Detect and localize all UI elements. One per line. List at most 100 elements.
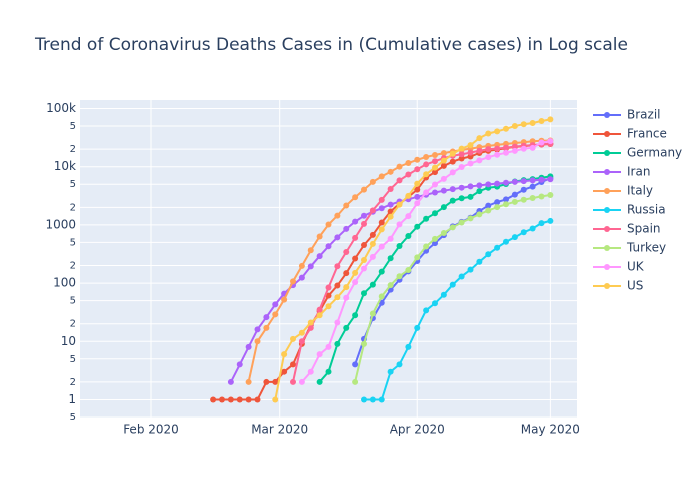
data-point bbox=[520, 186, 527, 193]
data-point bbox=[325, 243, 332, 250]
x-tick-label: Mar 2020 bbox=[251, 423, 308, 437]
plot-layer bbox=[210, 116, 554, 403]
data-point bbox=[511, 191, 518, 198]
data-point bbox=[387, 185, 394, 192]
data-point bbox=[325, 221, 332, 228]
data-point bbox=[511, 198, 518, 205]
y-tick-label: 2 bbox=[70, 202, 76, 213]
data-point bbox=[414, 186, 421, 193]
data-point bbox=[343, 324, 350, 331]
data-point bbox=[440, 175, 447, 182]
data-point bbox=[503, 144, 509, 151]
data-point bbox=[378, 243, 385, 250]
legend-marker bbox=[604, 283, 610, 289]
data-point bbox=[325, 303, 332, 310]
legend-label: France bbox=[627, 127, 667, 141]
data-point bbox=[396, 201, 403, 208]
legend-marker bbox=[604, 264, 610, 270]
data-point bbox=[387, 168, 394, 175]
data-point bbox=[210, 396, 217, 403]
data-point bbox=[396, 273, 403, 280]
data-point bbox=[316, 312, 323, 319]
data-point bbox=[369, 253, 376, 260]
data-point bbox=[254, 326, 261, 333]
data-point bbox=[378, 396, 385, 403]
data-point bbox=[529, 177, 536, 184]
data-point bbox=[281, 351, 288, 358]
data-point bbox=[494, 180, 501, 187]
y-tick-label: 1000 bbox=[45, 217, 76, 231]
data-point bbox=[547, 192, 554, 199]
data-point bbox=[440, 157, 447, 164]
data-point bbox=[476, 157, 483, 164]
data-point bbox=[511, 178, 518, 185]
data-point bbox=[432, 151, 438, 158]
data-point bbox=[369, 231, 376, 238]
data-point bbox=[529, 144, 536, 151]
data-point bbox=[334, 340, 341, 347]
data-point bbox=[405, 213, 412, 220]
data-point bbox=[485, 251, 492, 258]
data-point bbox=[361, 220, 367, 227]
data-point bbox=[307, 263, 314, 270]
series-line bbox=[364, 219, 551, 401]
data-point bbox=[369, 310, 376, 317]
legend-marker bbox=[604, 245, 610, 251]
y-tick-label: 5 bbox=[70, 179, 76, 190]
data-point bbox=[476, 135, 483, 142]
data-point bbox=[511, 123, 518, 130]
data-point bbox=[219, 396, 225, 403]
data-point bbox=[432, 169, 438, 176]
data-point bbox=[440, 187, 447, 194]
data-point bbox=[432, 181, 438, 188]
data-point bbox=[352, 194, 359, 201]
y-tick-label: 10k bbox=[54, 159, 76, 173]
data-point bbox=[281, 368, 288, 375]
data-point bbox=[378, 226, 385, 233]
data-point bbox=[352, 361, 359, 368]
data-point bbox=[423, 215, 430, 222]
x-tick-label: May 2020 bbox=[521, 423, 580, 437]
data-point bbox=[334, 263, 341, 270]
data-point bbox=[316, 233, 323, 240]
data-point bbox=[352, 269, 359, 276]
data-point bbox=[440, 204, 447, 211]
legend-marker bbox=[604, 188, 610, 194]
data-point bbox=[272, 378, 279, 385]
data-point bbox=[254, 396, 261, 403]
data-point bbox=[343, 202, 350, 209]
data-point bbox=[352, 279, 359, 286]
data-point bbox=[352, 312, 359, 319]
data-point bbox=[263, 378, 270, 385]
data-point bbox=[307, 368, 314, 375]
data-point bbox=[396, 221, 403, 228]
data-point bbox=[378, 219, 385, 226]
data-point bbox=[290, 378, 296, 385]
data-point bbox=[538, 118, 545, 125]
y-tick-label: 1 bbox=[68, 392, 76, 406]
data-point bbox=[494, 128, 501, 135]
data-point bbox=[414, 200, 421, 207]
data-point bbox=[476, 147, 483, 154]
y-tick-label: 5 bbox=[70, 121, 76, 132]
data-point bbox=[361, 340, 367, 347]
data-point bbox=[494, 151, 501, 158]
data-point bbox=[245, 378, 252, 385]
y-tick-label: 5 bbox=[70, 296, 76, 307]
data-point bbox=[290, 361, 296, 368]
data-point bbox=[476, 182, 483, 189]
data-point bbox=[458, 145, 465, 152]
data-point bbox=[263, 314, 270, 321]
data-point bbox=[227, 396, 234, 403]
data-point bbox=[458, 184, 465, 191]
data-point bbox=[503, 196, 509, 203]
data-point bbox=[316, 306, 323, 313]
data-point bbox=[334, 319, 341, 326]
data-point bbox=[369, 281, 376, 288]
data-point bbox=[520, 145, 527, 152]
data-point bbox=[503, 201, 509, 208]
data-point bbox=[227, 378, 234, 385]
data-point bbox=[476, 211, 483, 218]
data-point bbox=[458, 155, 465, 162]
legend-label: Germany bbox=[627, 146, 682, 160]
